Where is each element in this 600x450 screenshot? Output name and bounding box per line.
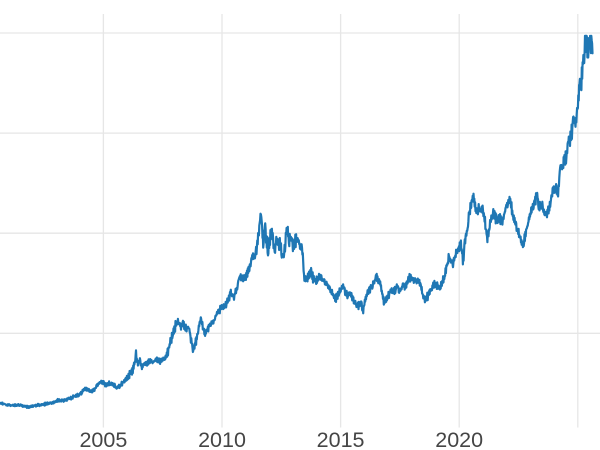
svg-text:2020: 2020 [435, 428, 483, 450]
svg-text:2015: 2015 [317, 428, 365, 450]
svg-text:2010: 2010 [198, 428, 246, 450]
svg-text:2005: 2005 [79, 428, 127, 450]
